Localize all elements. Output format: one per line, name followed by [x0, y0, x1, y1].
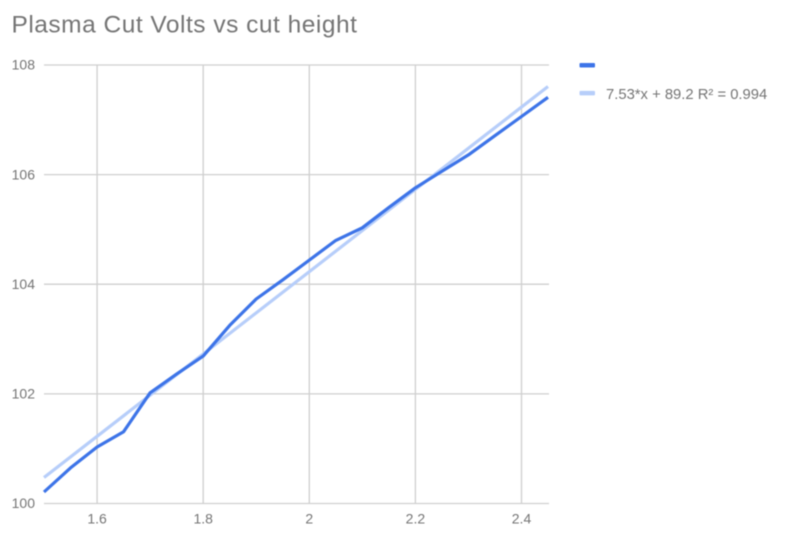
- svg-text:102: 102: [12, 386, 36, 402]
- svg-text:2.4: 2.4: [512, 511, 532, 527]
- svg-text:108: 108: [12, 57, 36, 73]
- svg-text:100: 100: [12, 495, 36, 511]
- svg-text:2.2: 2.2: [406, 511, 426, 527]
- svg-text:106: 106: [12, 166, 36, 182]
- svg-text:Plasma Cut Volts vs cut height: Plasma Cut Volts vs cut height: [12, 11, 358, 38]
- svg-text:7.53*x + 89.2 R² = 0.994: 7.53*x + 89.2 R² = 0.994: [606, 87, 767, 103]
- svg-text:1.6: 1.6: [87, 511, 107, 527]
- svg-text:104: 104: [12, 276, 36, 292]
- svg-text:1.8: 1.8: [193, 511, 213, 527]
- svg-text:2: 2: [305, 511, 313, 527]
